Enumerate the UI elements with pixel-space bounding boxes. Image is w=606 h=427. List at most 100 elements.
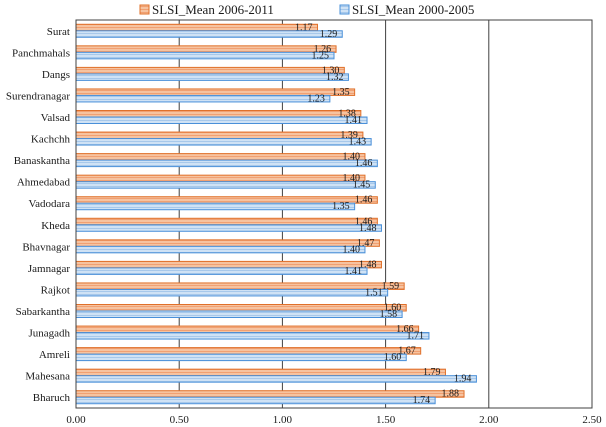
data-label: 1.67: [398, 346, 416, 357]
bars: 1.171.291.261.251.301.321.351.231.381.41…: [75, 22, 477, 406]
data-label: 1.58: [380, 309, 398, 320]
category-label: Kachchh: [31, 134, 71, 146]
bar-2006-2011: [75, 23, 318, 32]
category-label: Mahesana: [25, 371, 70, 383]
data-label: 1.32: [326, 72, 344, 83]
bar-2006-2011: [75, 45, 337, 53]
bar-2000-2005: [75, 267, 368, 275]
data-label: 1.94: [454, 374, 472, 385]
x-tick-label: 0.00: [66, 414, 86, 426]
x-tick-label: 0.50: [170, 414, 190, 426]
data-label: 1.40: [342, 173, 360, 184]
category-label: Ahmedabad: [17, 177, 71, 189]
legend-label-2006-2011: SLSI_Mean 2006-2011: [152, 2, 274, 17]
data-label: 1.48: [359, 223, 377, 234]
data-label: 1.60: [384, 303, 402, 314]
data-label: 1.41: [345, 115, 363, 126]
data-label: 1.48: [359, 259, 377, 270]
x-tick-labels: 0.00 0.50 1.00 1.50 2.00 2.50: [66, 414, 602, 426]
bar-2000-2005: [75, 375, 477, 383]
category-label: Sabarkantha: [16, 306, 70, 318]
bar-2000-2005: [75, 224, 382, 232]
category-label: Surendranagar: [6, 90, 70, 102]
category-label: Valsad: [41, 112, 71, 124]
bar-2000-2005: [75, 245, 366, 254]
category-label: Amreli: [39, 349, 70, 361]
category-label: Dangs: [42, 69, 70, 81]
data-label: 1.35: [332, 201, 350, 212]
data-label: 1.30: [322, 65, 340, 76]
bar-2000-2005: [75, 138, 372, 146]
data-label: 1.40: [342, 244, 360, 255]
bar-2000-2005: [75, 73, 349, 81]
bar-2000-2005: [75, 353, 407, 362]
data-label: 1.17: [295, 22, 313, 33]
category-label: Panchmahals: [12, 47, 70, 59]
data-label: 1.38: [338, 109, 356, 120]
data-label: 1.60: [384, 352, 402, 363]
bar-2000-2005: [75, 94, 331, 103]
category-label: Junagadh: [28, 328, 70, 340]
bar-2006-2011: [75, 153, 366, 161]
x-tick-label: 2.00: [479, 414, 499, 426]
bar-2000-2005: [75, 288, 389, 297]
data-label: 1.23: [307, 93, 325, 104]
category-label: Surat: [47, 26, 70, 38]
category-label: Vadodara: [28, 198, 70, 210]
data-label: 1.40: [342, 152, 360, 163]
data-label: 1.46: [355, 216, 373, 227]
bar-2006-2011: [75, 282, 405, 290]
bar-2000-2005: [75, 159, 378, 168]
category-label: Bharuch: [33, 392, 71, 404]
data-label: 1.59: [382, 281, 400, 292]
bar-2006-2011: [75, 260, 382, 269]
plot-frame: [75, 19, 593, 409]
bar-2000-2005: [75, 51, 335, 60]
bar-2000-2005: [75, 202, 356, 211]
bar-2000-2005: [75, 116, 368, 124]
bar-2000-2005: [75, 396, 436, 405]
bar-2006-2011: [75, 174, 366, 183]
bar-2006-2011: [75, 217, 378, 226]
x-tick-label: 2.50: [582, 414, 602, 426]
category-labels: Surat Panchmahals Dangs Surendranagar Valsad…: [6, 26, 71, 404]
data-label: 1.41: [345, 266, 363, 277]
legend-label-2000-2005: SLSI_Mean 2000-2005: [352, 2, 474, 17]
category-label: Banaskantha: [14, 155, 70, 167]
bar-2006-2011: [75, 131, 364, 140]
data-label: 1.46: [355, 195, 373, 206]
bar-2006-2011: [75, 66, 345, 75]
data-label: 1.26: [314, 44, 332, 55]
data-label: 1.79: [423, 367, 441, 378]
data-label: 1.25: [312, 50, 330, 61]
bar-2006-2011: [75, 325, 420, 334]
data-label: 1.66: [396, 324, 414, 335]
bar-2000-2005: [75, 310, 403, 318]
bar-2006-2011: [75, 347, 422, 355]
bar-2006-2011: [75, 390, 465, 398]
data-label: 1.45: [353, 180, 371, 191]
data-label: 1.88: [442, 389, 460, 400]
data-label: 1.74: [413, 395, 431, 406]
category-label: Jamnagar: [28, 263, 70, 275]
data-label: 1.29: [320, 29, 338, 40]
data-label: 1.43: [349, 137, 367, 148]
bar-2000-2005: [75, 332, 430, 340]
category-label: Rajkot: [41, 284, 70, 296]
data-label: 1.46: [355, 158, 373, 169]
data-label: 1.71: [406, 331, 424, 342]
legend-swatch-2006-2011: [139, 4, 150, 15]
bar-2006-2011: [75, 110, 362, 118]
bar-2000-2005: [75, 181, 376, 189]
category-label: Kheda: [41, 220, 70, 232]
legend: SLSI_Mean 2006-2011 SLSI_Mean 2000-2005: [139, 2, 474, 17]
legend-swatch-2000-2005: [339, 4, 350, 15]
x-tick-label: 1.50: [376, 414, 396, 426]
bar-2006-2011: [75, 239, 380, 247]
x-tick-label: 1.00: [273, 414, 293, 426]
data-label: 1.51: [365, 287, 383, 298]
data-label: 1.47: [357, 238, 375, 249]
category-label: Bhavnagar: [22, 241, 70, 253]
bar-2006-2011: [75, 368, 446, 377]
